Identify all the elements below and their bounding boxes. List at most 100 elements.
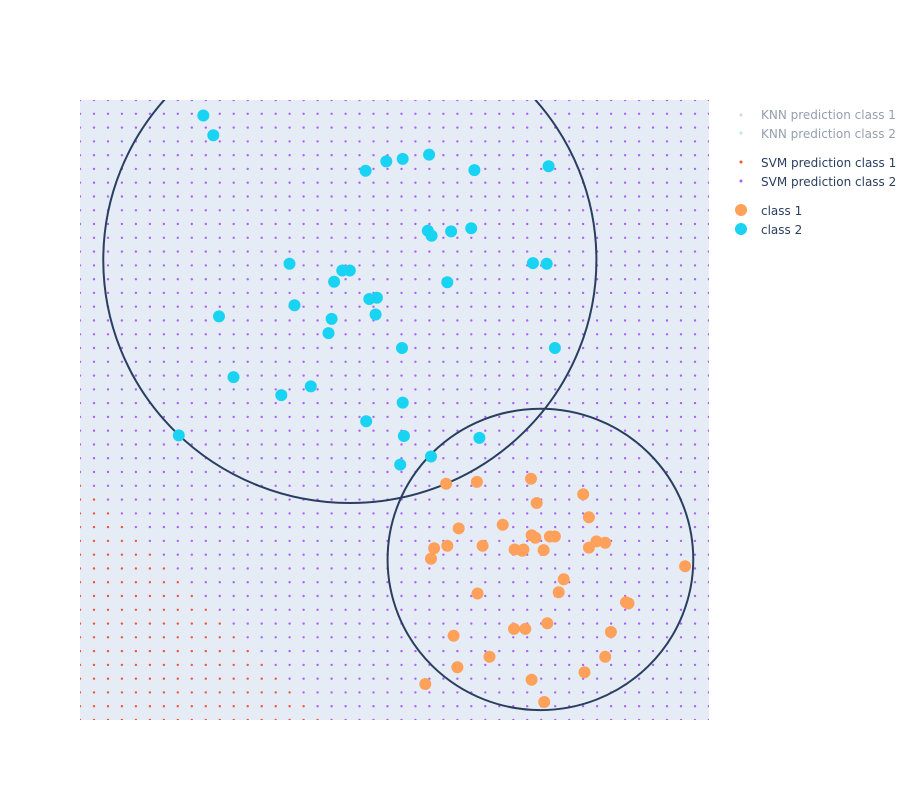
class-2-point[interactable] xyxy=(425,229,438,242)
svm-class-2-grid-dot xyxy=(148,470,152,474)
class-2-point[interactable] xyxy=(172,429,185,442)
class-1-point[interactable] xyxy=(425,552,437,565)
class-1-point[interactable] xyxy=(508,622,520,635)
class-2-point[interactable] xyxy=(322,327,335,340)
class-2-point[interactable] xyxy=(396,342,408,354)
class-2-point[interactable] xyxy=(465,222,478,235)
class-1-point[interactable] xyxy=(582,511,595,524)
class-1-point[interactable] xyxy=(470,475,483,488)
class-2-point[interactable] xyxy=(542,160,555,173)
class-2-point[interactable] xyxy=(445,225,458,238)
svm-class-2-grid-dot xyxy=(554,636,557,639)
class-2-point[interactable] xyxy=(423,148,436,161)
legend-item-svm-class-2[interactable]: SVM prediction class 2 xyxy=(739,175,897,189)
class-1-point[interactable] xyxy=(541,617,554,630)
class-1-point[interactable] xyxy=(557,573,570,586)
class-2-point[interactable] xyxy=(273,88,285,100)
svm-class-1-grid-dot xyxy=(204,663,207,667)
class-2-point[interactable] xyxy=(370,291,383,304)
class-2-point[interactable] xyxy=(207,129,220,142)
class-1-point[interactable] xyxy=(622,597,635,610)
legend-item-svm-class-1[interactable]: SVM prediction class 1 xyxy=(739,156,897,170)
class-2-point[interactable] xyxy=(397,88,409,100)
svm-class-2-grid-dot xyxy=(162,333,166,336)
svm-class-2-grid-dot xyxy=(526,278,529,281)
legend-item-class-1[interactable]: class 1 xyxy=(735,204,802,218)
class-2-point[interactable] xyxy=(397,430,410,442)
class-1-point[interactable] xyxy=(590,535,603,548)
class-2-point[interactable] xyxy=(394,458,407,471)
class-2-point[interactable] xyxy=(343,264,356,277)
svm-class-2-grid-dot xyxy=(470,388,473,391)
class-2-point[interactable] xyxy=(275,389,288,402)
class-1-point[interactable] xyxy=(451,661,464,674)
legend[interactable]: KNN prediction class 1 KNN prediction cl… xyxy=(735,108,896,237)
class-1-point[interactable] xyxy=(537,544,550,557)
class-2-point[interactable] xyxy=(197,109,210,122)
class-1-point[interactable] xyxy=(419,678,432,690)
class-2-point[interactable] xyxy=(468,164,481,177)
class-1-point[interactable] xyxy=(447,629,460,642)
class-2-point[interactable] xyxy=(227,371,240,384)
class-1-point[interactable] xyxy=(538,696,551,708)
svm-class-2-grid-dot xyxy=(707,181,709,184)
class-1-point[interactable] xyxy=(428,542,441,555)
class-2-point[interactable] xyxy=(288,299,301,312)
class-1-point[interactable] xyxy=(552,586,565,599)
legend-item-class-2[interactable]: class 2 xyxy=(735,223,802,237)
class-2-point[interactable] xyxy=(325,312,338,325)
svm-class-2-grid-dot xyxy=(707,154,709,157)
legend-item-knn-class-1[interactable]: KNN prediction class 1 xyxy=(739,108,896,122)
svm-class-1-grid-dot xyxy=(246,718,249,720)
class-1-point[interactable] xyxy=(679,560,692,573)
svm-class-2-grid-dot xyxy=(568,140,571,143)
class-2-point[interactable] xyxy=(396,396,409,409)
class-1-point[interactable] xyxy=(483,650,496,663)
legend-item-knn-class-2[interactable]: KNN prediction class 2 xyxy=(739,127,896,141)
svm-class-2-grid-dot xyxy=(470,154,473,157)
svm-class-2-grid-dot xyxy=(651,663,655,667)
class-2-point[interactable] xyxy=(540,257,553,270)
svm-class-2-grid-dot xyxy=(106,360,110,363)
class-1-point[interactable] xyxy=(440,477,453,490)
class-1-point[interactable] xyxy=(525,673,538,686)
class-1-point[interactable] xyxy=(452,522,465,535)
class-2-point[interactable] xyxy=(380,155,393,168)
class-1-point[interactable] xyxy=(471,587,484,600)
class-2-point[interactable] xyxy=(328,275,341,288)
class-1-point[interactable] xyxy=(496,518,509,531)
class-2-point[interactable] xyxy=(441,276,454,289)
class-2-point[interactable] xyxy=(359,164,372,177)
class-1-point[interactable] xyxy=(577,488,590,501)
class-1-point[interactable] xyxy=(441,539,454,552)
class-2-point[interactable] xyxy=(396,152,409,165)
class-2-point[interactable] xyxy=(473,431,486,444)
class-2-point[interactable] xyxy=(213,310,225,323)
class-2-point[interactable] xyxy=(425,450,437,463)
svm-class-1-grid-dot xyxy=(80,539,82,543)
class-1-point[interactable] xyxy=(599,650,612,663)
svm-class-2-grid-dot xyxy=(288,319,291,322)
class-2-point[interactable] xyxy=(304,380,317,393)
class-1-point[interactable] xyxy=(517,543,530,556)
class-1-point[interactable] xyxy=(599,536,612,549)
svm-class-2-grid-dot xyxy=(428,112,431,116)
class-2-point[interactable] xyxy=(548,342,561,354)
class-1-point[interactable] xyxy=(578,666,591,679)
svm-class-2-grid-dot xyxy=(484,594,487,598)
class-1-point[interactable] xyxy=(476,539,489,552)
class-1-point[interactable] xyxy=(525,472,537,485)
class-2-point[interactable] xyxy=(526,257,539,270)
svm-class-2-grid-dot xyxy=(288,539,291,543)
class-1-point[interactable] xyxy=(529,531,542,544)
class-2-point[interactable] xyxy=(360,415,373,428)
class-1-point[interactable] xyxy=(548,530,561,543)
class-1-point[interactable] xyxy=(530,497,543,509)
class-2-point[interactable] xyxy=(369,308,382,321)
class-1-point[interactable] xyxy=(519,622,532,635)
class-2-point[interactable] xyxy=(283,257,296,270)
svm-class-2-grid-dot xyxy=(302,388,305,391)
svm-class-2-grid-dot xyxy=(386,167,389,171)
svm-class-2-grid-dot xyxy=(316,100,319,102)
class-1-point[interactable] xyxy=(604,626,617,638)
